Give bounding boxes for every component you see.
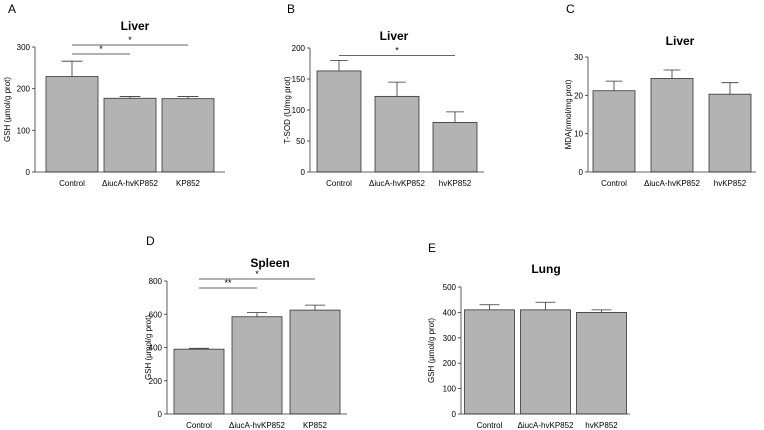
y-tick-label: 150 (292, 75, 306, 84)
y-tick-label: 10 (574, 130, 583, 139)
y-tick-label: 0 (26, 168, 31, 177)
x-tick-label: Control (326, 179, 352, 188)
y-tick-label: 400 (443, 308, 457, 317)
y-axis-label: GSH (μmol/g prot) (427, 318, 436, 383)
y-axis-label: GSH (μmol/g prot) (144, 315, 153, 380)
bar (173, 348, 225, 415)
panel-c: C Liver 0 10 20 30 Control ΔiucA-hvKP852 hvKP852… (564, 2, 756, 188)
x-tick-label: Control (59, 179, 85, 188)
x-tick-label: KP852 (303, 421, 328, 430)
y-tick-label: 0 (452, 410, 457, 419)
y-tick-label: 300 (443, 334, 457, 343)
significance-marker: * (255, 269, 259, 279)
y-tick-label: 600 (149, 310, 163, 319)
panel-b: B Liver 0 50 100 150 200 Control ΔiucA-hvKP852 hv… (283, 2, 484, 188)
y-tick-label: 800 (149, 277, 163, 286)
y-axis-label: MDA(nmol/mg prot) (564, 79, 573, 149)
bar (592, 90, 636, 173)
x-tick-label: ΔiucA-hvKP852 (644, 179, 701, 188)
y-tick-label: 0 (158, 410, 163, 419)
y-tick-label: 100 (292, 106, 306, 115)
bar (316, 70, 362, 173)
y-tick-label: 100 (443, 385, 457, 394)
panel-title: Spleen (250, 256, 289, 270)
y-tick-label: 0 (579, 168, 584, 177)
x-tick-label: Control (186, 421, 212, 430)
x-tick-label: hvKP852 (585, 421, 618, 430)
bar (231, 316, 283, 415)
panel-a: A Liver 0 100 200 300 Control ΔiucA-hvKP852 KP85… (3, 2, 225, 188)
x-tick-label: ΔiucA-hvKP852 (369, 179, 426, 188)
y-tick-label: 50 (296, 137, 305, 146)
x-tick-label: KP852 (176, 179, 201, 188)
y-tick-label: 30 (574, 53, 583, 62)
y-axis-label: T-SOD (U/mg prot) (283, 76, 292, 143)
bar (708, 93, 752, 173)
bar (464, 309, 515, 415)
panel-title: Liver (380, 29, 409, 43)
y-tick-label: 20 (574, 91, 583, 100)
y-tick-label: 200 (17, 85, 31, 94)
panel-title: Liver (666, 34, 695, 48)
bar (161, 98, 215, 173)
y-axis-label: GSH (μmol/g prot) (3, 77, 12, 142)
panel-title: Lung (531, 262, 560, 276)
panel-letter: A (8, 2, 16, 16)
bar (289, 309, 341, 415)
panel-letter: E (428, 241, 436, 255)
bar (576, 311, 627, 415)
panel-title: Liver (121, 19, 150, 33)
y-tick-label: 200 (149, 377, 163, 386)
y-tick-label: 500 (443, 283, 457, 292)
x-tick-label: ΔiucA-hvKP852 (229, 421, 286, 430)
x-tick-label: Control (477, 421, 503, 430)
y-tick-label: 0 (301, 168, 306, 177)
bar (374, 95, 420, 173)
x-tick-label: hvKP852 (714, 179, 747, 188)
panel-letter: C (566, 2, 575, 16)
panel-letter: B (287, 2, 295, 16)
panel-e: E Lung 0 100 200 300 400 500 Control ΔiucA-hvKP85… (427, 241, 630, 430)
x-tick-label: hvKP852 (439, 179, 472, 188)
bar (45, 76, 99, 173)
significance-marker: * (395, 45, 399, 55)
significance-marker: ** (224, 278, 232, 288)
panel-letter: D (146, 234, 155, 248)
significance-marker: * (128, 35, 132, 45)
y-tick-label: 100 (17, 126, 31, 135)
y-tick-label: 300 (17, 43, 31, 52)
bar (432, 122, 478, 173)
significance-marker: * (99, 44, 103, 54)
y-tick-label: 400 (149, 344, 163, 353)
bar (103, 97, 157, 173)
x-tick-label: Control (601, 179, 627, 188)
x-tick-label: ΔiucA-hvKP852 (517, 421, 574, 430)
panel-d: D Spleen 0 200 400 600 800 Control ΔiucA-hvKP852… (144, 234, 347, 430)
bar (520, 309, 571, 415)
y-tick-label: 200 (443, 359, 457, 368)
x-tick-label: ΔiucA-hvKP852 (102, 179, 159, 188)
y-tick-label: 200 (292, 44, 306, 53)
bar (650, 78, 694, 173)
